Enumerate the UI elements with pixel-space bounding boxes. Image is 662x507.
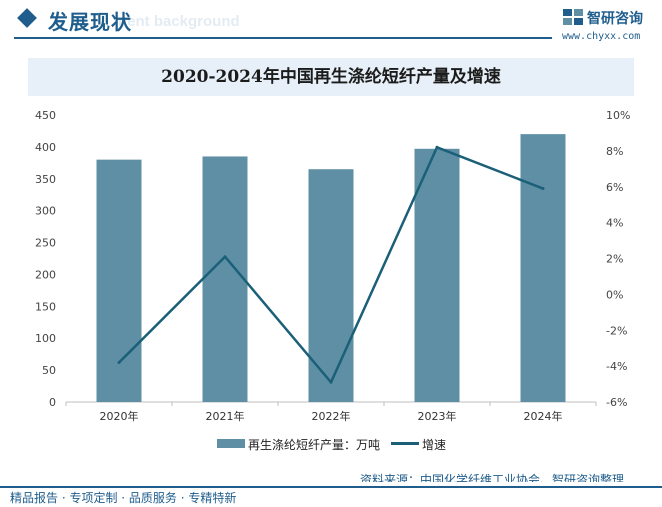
header-divider <box>14 37 552 39</box>
growth-point <box>223 255 227 259</box>
legend-production-label: 再生涤纶短纤产量：万吨 <box>248 438 381 452</box>
y-right-tick-label: 0% <box>606 288 623 301</box>
y-right-tick-label: 6% <box>606 181 623 194</box>
x-tick-label: 2023年 <box>418 409 457 423</box>
y-right-tick-label: -2% <box>606 324 627 337</box>
production-bar <box>414 148 460 402</box>
header: nent background 发展现状 智研咨询 www.chyxx.com <box>0 0 662 44</box>
y-right-tick-label: -6% <box>606 396 627 409</box>
y-right-axis: -6% -4% -2% 0% 2% 4% 6% 8% 10% <box>606 109 630 409</box>
brand-logo-icon <box>563 9 583 25</box>
diamond-icon <box>17 8 37 28</box>
chart-title-bar: 2020-2024年中国再生涤纶短纤产量及增速 <box>28 58 634 96</box>
y-left-tick-label: 450 <box>35 109 56 122</box>
x-tick-label: 2022年 <box>312 409 351 423</box>
y-left-tick-label: 0 <box>49 396 56 409</box>
y-left-tick-label: 300 <box>35 205 56 218</box>
growth-point <box>117 361 121 365</box>
footer-divider <box>0 486 662 488</box>
y-left-tick-label: 400 <box>35 141 56 154</box>
brand-url: www.chyxx.com <box>562 31 641 42</box>
legend-line-swatch <box>391 442 419 445</box>
production-bar <box>202 156 248 402</box>
x-tick-label: 2020年 <box>100 409 139 423</box>
legend-growth-label: 增速 <box>422 438 447 452</box>
y-right-tick-label: -4% <box>606 360 627 373</box>
y-left-tick-label: 350 <box>35 173 56 186</box>
y-left-axis: 0 50 100 150 200 250 300 350 400 450 <box>35 109 56 409</box>
combo-chart: 0 50 100 150 200 250 300 350 400 450 -6% -4% -2% 0% 2… <box>35 109 630 423</box>
x-tick-label: 2021年 <box>206 409 245 423</box>
production-bar <box>96 159 142 402</box>
ghost-title: nent background <box>118 13 240 30</box>
legend-bar-swatch <box>217 439 245 448</box>
section-title: 发展现状 <box>48 10 132 34</box>
footer-text: 精品报告 · 专项定制 · 品质服务 · 专精特新 <box>10 491 237 505</box>
chart-title: 2020-2024年中国再生涤纶短纤产量及增速 <box>161 67 501 87</box>
y-right-tick-label: 8% <box>606 145 623 158</box>
growth-point <box>329 380 333 384</box>
y-left-tick-label: 250 <box>35 237 56 250</box>
growth-point <box>541 187 545 191</box>
y-right-tick-label: 10% <box>606 109 630 122</box>
production-bar <box>308 169 354 402</box>
x-tick-label: 2024年 <box>524 409 563 423</box>
growth-line-series <box>117 145 545 384</box>
y-left-tick-label: 200 <box>35 268 56 281</box>
y-right-tick-label: 2% <box>606 253 623 266</box>
y-left-tick-label: 100 <box>35 332 56 345</box>
y-right-tick-label: 4% <box>606 217 623 230</box>
y-left-tick-label: 50 <box>42 364 56 377</box>
bar-series <box>96 134 566 402</box>
brand-name: 智研咨询 <box>587 11 643 27</box>
growth-point <box>435 145 439 149</box>
y-left-tick-label: 150 <box>35 300 56 313</box>
x-axis: 2020年 2021年 2022年 2023年 2024年 <box>65 402 597 423</box>
production-bar <box>520 134 566 402</box>
